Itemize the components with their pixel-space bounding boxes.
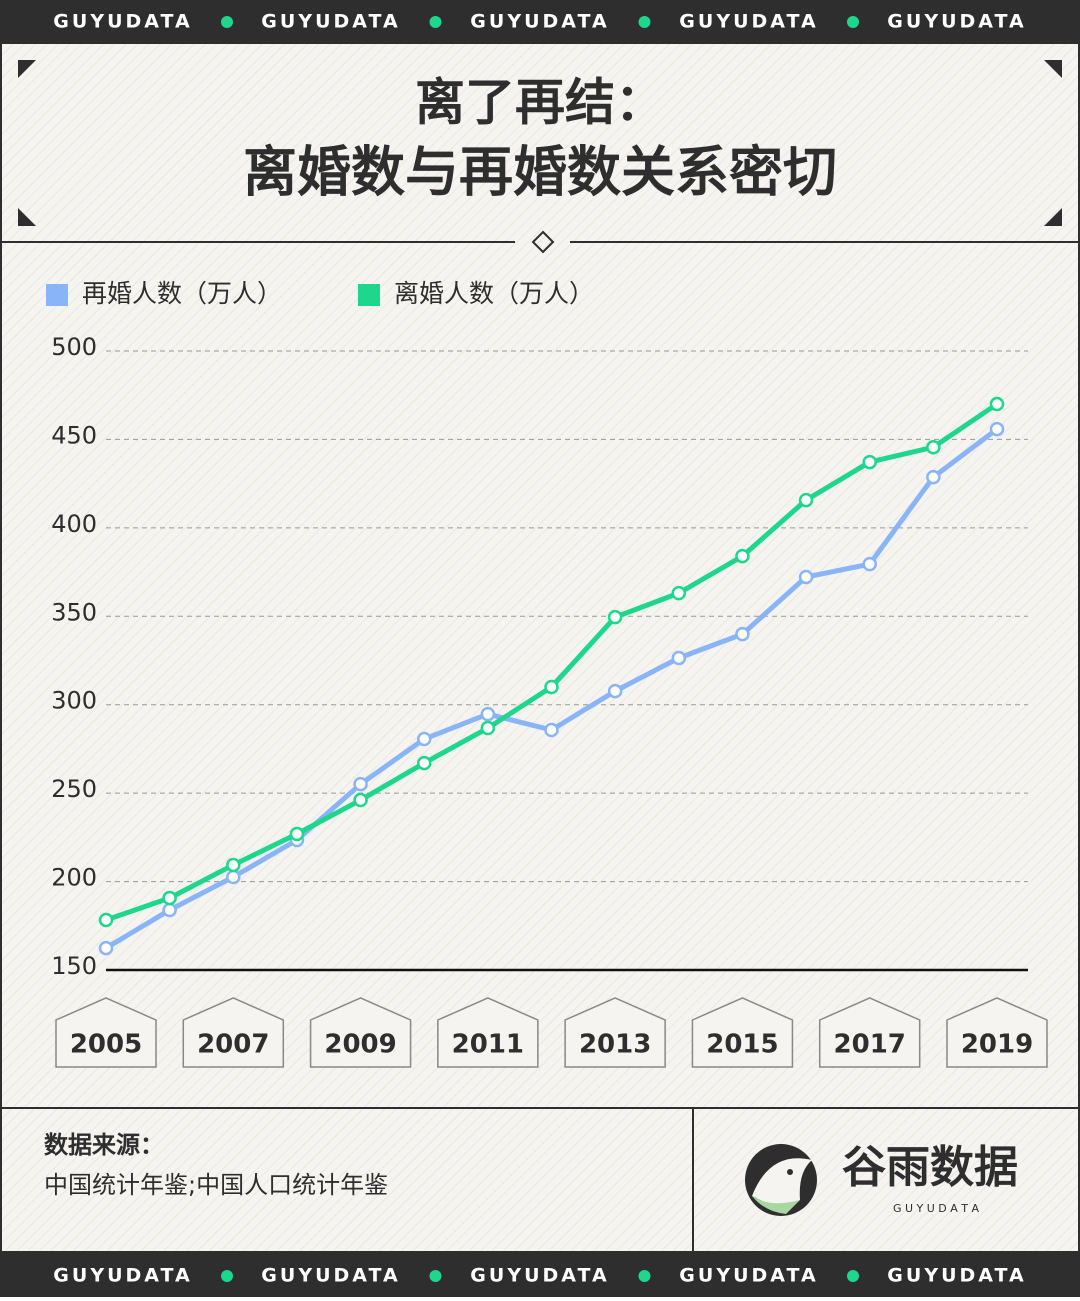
y-tick-label: 350: [51, 598, 97, 626]
data-point: [926, 469, 941, 485]
banner-text: GUYUDATA: [261, 1265, 400, 1287]
data-point: [416, 731, 432, 747]
data-point: [862, 556, 877, 572]
y-tick-label: 400: [51, 510, 97, 538]
data-point: [416, 755, 432, 771]
bottom-band: [0, 1252, 1080, 1297]
banner-text: GUYUDATA: [887, 11, 1026, 33]
x-tick-badge: [437, 997, 539, 1068]
top-band: [0, 0, 1080, 43]
frame: [0, 42, 1080, 1253]
y-tick-label: 500: [51, 333, 97, 361]
data-point: [607, 609, 623, 625]
banner-dot: [847, 16, 859, 28]
banner-dot: [221, 16, 233, 28]
data-point: [798, 492, 814, 508]
y-tick-label: 250: [51, 775, 97, 803]
data-point: [226, 869, 241, 885]
data-point: [353, 792, 368, 808]
banner-text: GUYUDATA: [679, 11, 818, 33]
banner-text: GUYUDATA: [679, 1265, 818, 1287]
data-point: [671, 585, 687, 601]
banner-text: GUYUDATA: [470, 1265, 609, 1287]
diamond: [531, 230, 555, 254]
y-tick-label: 200: [51, 864, 97, 892]
data-point: [162, 902, 177, 918]
legend-swatch: [358, 284, 380, 306]
x-tick-badge: [182, 997, 285, 1068]
data-point: [989, 421, 1005, 437]
legend-label: 再婚人数（万人）: [82, 279, 282, 308]
banner-text: GUYUDATA: [470, 11, 609, 33]
data-point: [989, 396, 1005, 412]
x-tick-label: 2011: [452, 1030, 524, 1060]
data-point: [226, 857, 241, 873]
data-point: [607, 683, 623, 699]
data-point: [798, 569, 814, 585]
data-point: [353, 776, 368, 792]
x-tick-label: 2013: [579, 1030, 651, 1060]
legend-label: 离婚人数（万人）: [394, 279, 594, 308]
logo-tagline: G U Y U D A T A: [893, 1202, 980, 1215]
data-point: [162, 890, 177, 906]
banner-text: GUYUDATA: [53, 1265, 192, 1287]
logo-name: 谷雨数据: [842, 1142, 1018, 1193]
data-point: [926, 439, 941, 455]
x-tick-label: 2009: [324, 1030, 396, 1060]
x-tick-label: 2019: [961, 1030, 1033, 1060]
data-point: [289, 826, 305, 842]
x-tick-badge: [564, 997, 666, 1068]
banner-dot: [429, 1270, 442, 1282]
y-tick-label: 150: [51, 952, 97, 980]
data-point: [480, 706, 496, 722]
banner-dot: [221, 1270, 233, 1282]
x-tick-badge: [946, 997, 1048, 1068]
data-point: [98, 940, 114, 956]
legend-swatch: [46, 284, 68, 306]
source-label: 数据来源：: [44, 1131, 164, 1159]
banner-text: GUYUDATA: [887, 1265, 1026, 1287]
x-tick-badge: [55, 997, 157, 1068]
banner-dot: [638, 16, 651, 28]
x-tick-label: 2017: [834, 1030, 906, 1060]
data-point: [735, 626, 750, 642]
data-point: [98, 912, 114, 928]
data-point: [735, 548, 750, 564]
logo-mark: [745, 1144, 817, 1216]
title: 离了再结：: [415, 74, 665, 132]
corners: [18, 60, 1062, 226]
data-point: [862, 454, 877, 470]
banner-dot: [429, 16, 442, 28]
banner-dot: [638, 1270, 651, 1282]
data-point: [480, 720, 496, 736]
y-tick-label: 300: [51, 687, 97, 715]
x-tick-label: 2005: [70, 1030, 142, 1060]
data-point: [544, 679, 559, 695]
source-text: 中国统计年鉴;中国人口统计年鉴: [44, 1171, 388, 1199]
data-point: [671, 650, 687, 666]
banner-dot: [847, 1270, 859, 1282]
y-tick-label: 450: [51, 421, 97, 449]
data-point: [544, 722, 559, 738]
banner-text: GUYUDATA: [53, 11, 192, 33]
subtitle: 离婚数与再婚数关系密切: [243, 141, 837, 204]
x-tick-badge: [309, 997, 412, 1068]
banner-text: GUYUDATA: [261, 11, 400, 33]
x-tick-badge: [691, 997, 794, 1068]
x-tick-badge: [818, 997, 921, 1068]
x-tick-label: 2015: [706, 1030, 778, 1060]
x-tick-label: 2007: [197, 1030, 269, 1060]
